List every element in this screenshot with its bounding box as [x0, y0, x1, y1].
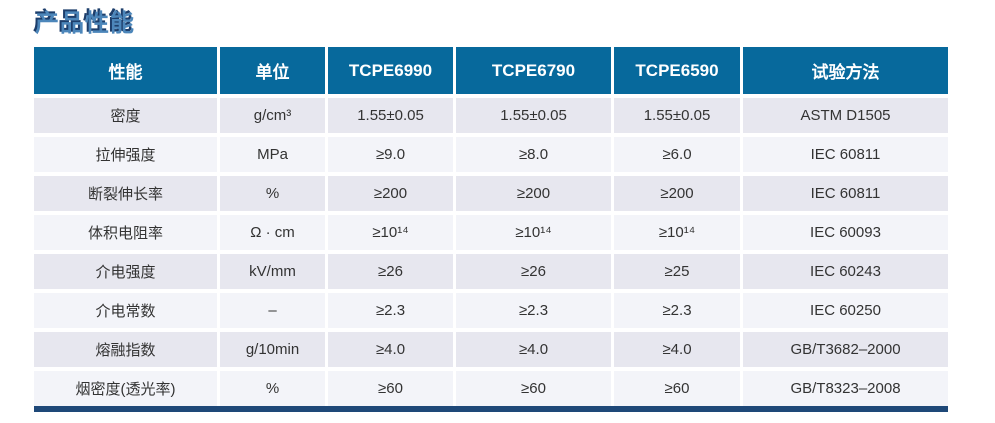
- test-method-cell: IEC 60243: [743, 254, 948, 289]
- property-cell: 介电常数: [34, 293, 217, 328]
- value-cell: ≥200: [328, 176, 453, 211]
- unit-cell: kV/mm: [220, 254, 325, 289]
- property-cell: 断裂伸长率: [34, 176, 217, 211]
- property-cell: 体积电阻率: [34, 215, 217, 250]
- value-cell: ≥200: [614, 176, 740, 211]
- column-header: TCPE6590: [614, 47, 740, 94]
- value-cell: ≥4.0: [328, 332, 453, 367]
- test-method-cell: IEC 60093: [743, 215, 948, 250]
- column-header: 性能: [34, 47, 217, 94]
- column-header: TCPE6790: [456, 47, 611, 94]
- unit-cell: –: [220, 293, 325, 328]
- property-cell: 烟密度(透光率): [34, 371, 217, 406]
- property-cell: 介电强度: [34, 254, 217, 289]
- unit-cell: %: [220, 176, 325, 211]
- value-cell: 1.55±0.05: [456, 98, 611, 133]
- column-header: TCPE6990: [328, 47, 453, 94]
- unit-cell: g/10min: [220, 332, 325, 367]
- value-cell: ≥26: [456, 254, 611, 289]
- value-cell: ≥6.0: [614, 137, 740, 172]
- unit-cell: Ω · cm: [220, 215, 325, 250]
- table-bottom-border: [34, 406, 948, 412]
- value-cell: ≥60: [614, 371, 740, 406]
- value-cell: ≥10¹⁴: [456, 215, 611, 250]
- value-cell: ≥10¹⁴: [328, 215, 453, 250]
- value-cell: ≥4.0: [456, 332, 611, 367]
- value-cell: ≥60: [456, 371, 611, 406]
- product-spec-table: 性能 单位 TCPE6990 TCPE6790 TCPE6590 试验方法 密度 g/cm³ 1…: [34, 47, 948, 406]
- value-cell: ≥26: [328, 254, 453, 289]
- value-cell: ≥25: [614, 254, 740, 289]
- test-method-cell: GB/T8323–2008: [743, 371, 948, 406]
- value-cell: ≥2.3: [456, 293, 611, 328]
- unit-cell: MPa: [220, 137, 325, 172]
- value-cell: ≥60: [328, 371, 453, 406]
- page-title: 产品性能: [35, 10, 135, 37]
- value-cell: 1.55±0.05: [614, 98, 740, 133]
- test-method-cell: IEC 60250: [743, 293, 948, 328]
- property-cell: 拉伸强度: [34, 137, 217, 172]
- test-method-cell: IEC 60811: [743, 176, 948, 211]
- column-header: 试验方法: [743, 47, 948, 94]
- value-cell: ≥8.0: [456, 137, 611, 172]
- value-cell: ≥4.0: [614, 332, 740, 367]
- unit-cell: g/cm³: [220, 98, 325, 133]
- test-method-cell: ASTM D1505: [743, 98, 948, 133]
- value-cell: ≥2.3: [328, 293, 453, 328]
- value-cell: ≥10¹⁴: [614, 215, 740, 250]
- unit-cell: %: [220, 371, 325, 406]
- value-cell: ≥2.3: [614, 293, 740, 328]
- test-method-cell: GB/T3682–2000: [743, 332, 948, 367]
- value-cell: ≥200: [456, 176, 611, 211]
- column-header: 单位: [220, 47, 325, 94]
- value-cell: ≥9.0: [328, 137, 453, 172]
- value-cell: 1.55±0.05: [328, 98, 453, 133]
- property-cell: 密度: [34, 98, 217, 133]
- property-cell: 熔融指数: [34, 332, 217, 367]
- test-method-cell: IEC 60811: [743, 137, 948, 172]
